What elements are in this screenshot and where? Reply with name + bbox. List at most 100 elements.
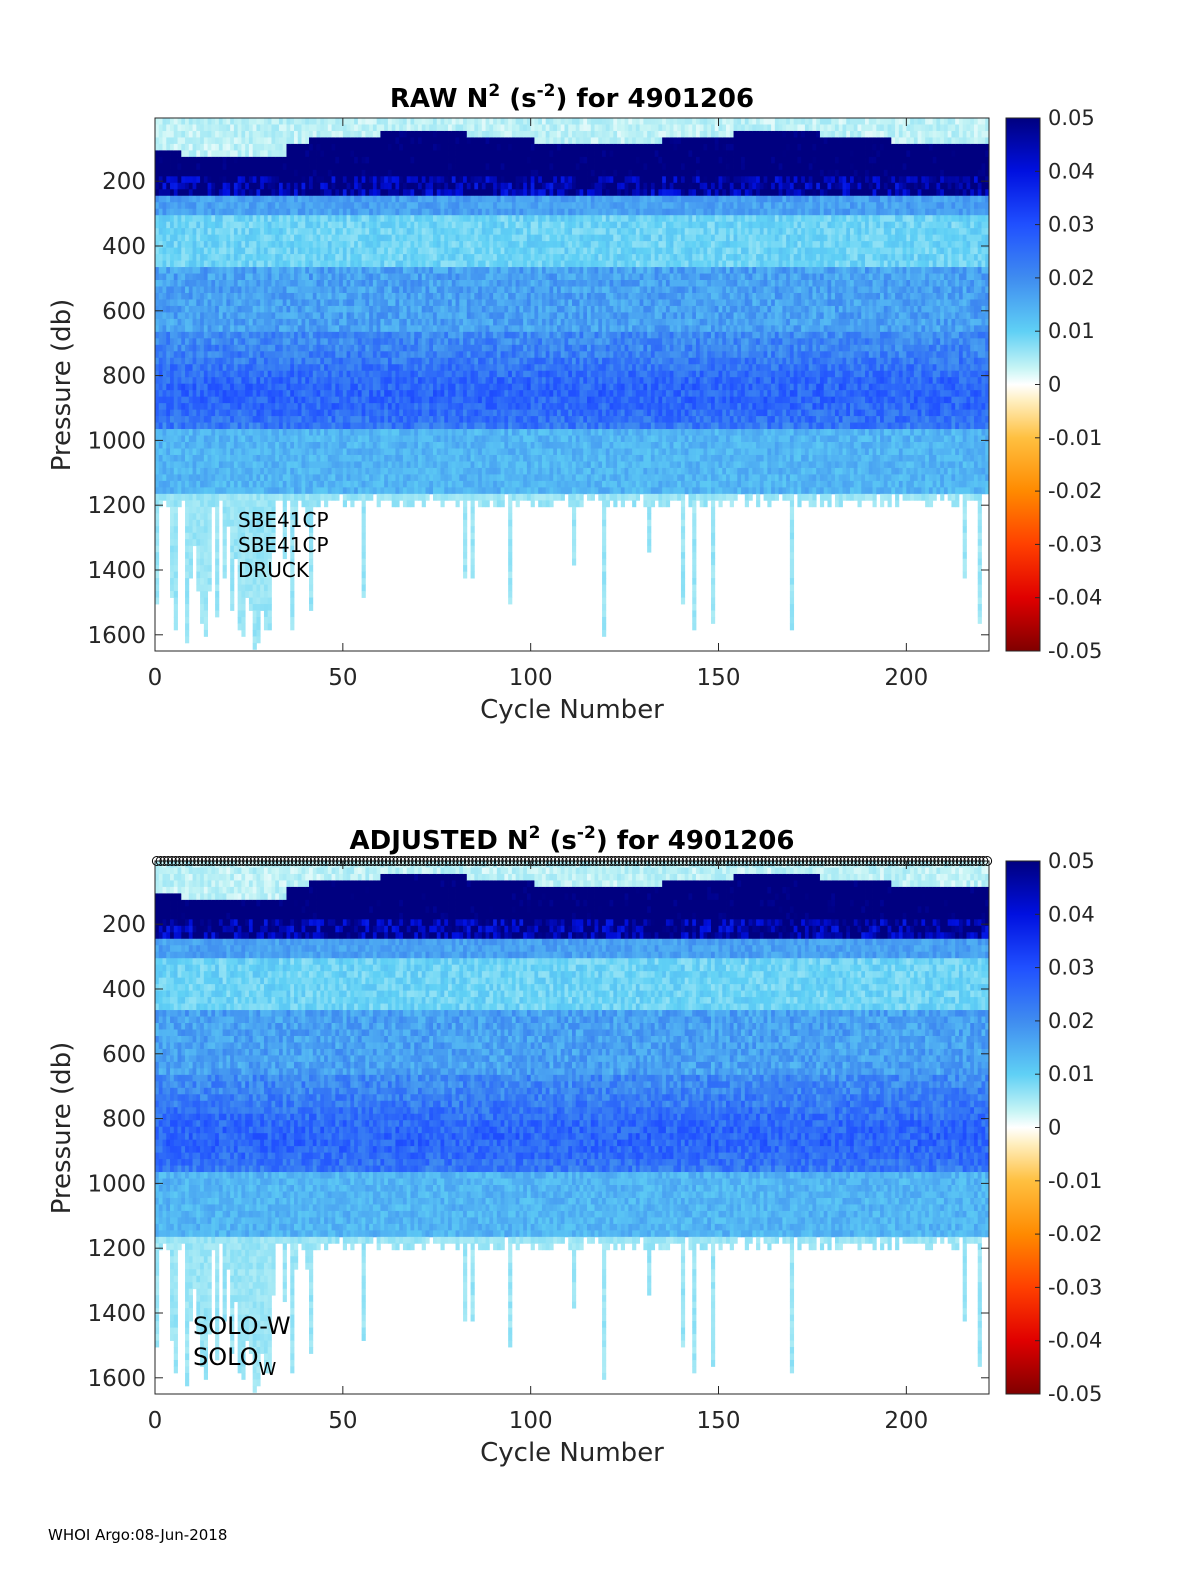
- heatmap-cell: [215, 578, 220, 585]
- heatmap-cell: [218, 163, 224, 171]
- heatmap-cell: [357, 461, 363, 469]
- heatmap-cell: [196, 357, 201, 365]
- heatmap-cell: [425, 273, 430, 281]
- heatmap-cell: [188, 500, 193, 508]
- heatmap-cell: [222, 267, 227, 274]
- heatmap-cell: [350, 403, 355, 411]
- heatmap-cell: [215, 280, 220, 287]
- heatmap-cell: [203, 267, 208, 274]
- heatmap-cell: [203, 247, 208, 255]
- heatmap-cell: [248, 454, 254, 462]
- heatmap-cell: [222, 195, 227, 203]
- heatmap-cell: [320, 215, 325, 223]
- heatmap-cell: [192, 493, 197, 501]
- heatmap-cell: [260, 254, 265, 261]
- heatmap-cell: [196, 565, 201, 573]
- heatmap-cell: [346, 429, 351, 436]
- heatmap-cell: [365, 163, 370, 171]
- heatmap-cell: [162, 228, 167, 236]
- heatmap-cell: [271, 474, 276, 482]
- heatmap-cell: [335, 344, 340, 352]
- heatmap-cell: [181, 351, 186, 359]
- heatmap-cell: [286, 396, 291, 404]
- heatmap-cell: [267, 221, 272, 229]
- heatmap-cell: [309, 247, 314, 255]
- heatmap-cell: [256, 228, 261, 236]
- heatmap-cell: [290, 267, 295, 274]
- heatmap-cell: [181, 176, 186, 184]
- heatmap-cell: [286, 318, 291, 326]
- heatmap-cell: [372, 286, 378, 294]
- heatmap-cell: [162, 169, 167, 177]
- heatmap-cell: [263, 267, 269, 274]
- heatmap-cell: [278, 137, 284, 145]
- heatmap-cell: [241, 338, 246, 346]
- heatmap-cell: [222, 467, 227, 475]
- heatmap-cell: [429, 312, 434, 320]
- heatmap-cell: [324, 383, 329, 391]
- heatmap-cell: [327, 422, 332, 430]
- heatmap-cell: [402, 377, 408, 385]
- heatmap-cell: [188, 513, 193, 521]
- heatmap-cell: [327, 435, 332, 443]
- heatmap-cell: [331, 228, 336, 236]
- heatmap-cell: [384, 396, 389, 404]
- heatmap-cell: [211, 454, 216, 462]
- heatmap-cell: [245, 241, 250, 248]
- heatmap-cell: [177, 286, 182, 294]
- heatmap-cell: [372, 273, 378, 281]
- heatmap-cell: [207, 234, 212, 242]
- heatmap-cell: [267, 416, 272, 423]
- heatmap-cell: [297, 254, 302, 261]
- heatmap-cell: [203, 545, 208, 553]
- heatmap-cell: [433, 195, 438, 203]
- heatmap-cell: [166, 228, 171, 236]
- heatmap-cell: [290, 377, 295, 385]
- heatmap-cell: [297, 461, 302, 469]
- heatmap-cell: [267, 565, 272, 573]
- heatmap-cell: [414, 228, 419, 236]
- heatmap-cell: [406, 292, 411, 300]
- heatmap-cell: [158, 124, 163, 132]
- heatmap-cell: [181, 299, 186, 307]
- heatmap-cell: [155, 584, 160, 592]
- heatmap-cell: [380, 169, 385, 177]
- heatmap-cell: [339, 422, 344, 430]
- heatmap-cell: [339, 448, 344, 456]
- heatmap-cell: [286, 312, 291, 320]
- heatmap-cell: [436, 228, 441, 236]
- heatmap-cell: [376, 422, 381, 430]
- heatmap-cell: [263, 552, 269, 560]
- heatmap-cell: [207, 130, 212, 138]
- heatmap-cell: [346, 163, 351, 171]
- heatmap-cell: [384, 364, 389, 372]
- heatmap-cell: [230, 409, 235, 417]
- heatmap-cell: [282, 318, 287, 326]
- heatmap-cell: [395, 416, 400, 423]
- heatmap-cell: [436, 118, 441, 125]
- heatmap-cell: [335, 247, 340, 255]
- heatmap-cell: [241, 241, 246, 248]
- heatmap-cell: [271, 383, 276, 391]
- heatmap-cell: [357, 137, 363, 145]
- heatmap-cell: [166, 357, 171, 365]
- heatmap-cell: [286, 228, 291, 236]
- heatmap-cell: [233, 519, 239, 527]
- heatmap-cell: [200, 156, 205, 164]
- heatmap-cell: [237, 610, 242, 618]
- heatmap-cell: [327, 273, 332, 281]
- heatmap-cell: [376, 461, 381, 469]
- heatmap-cell: [162, 461, 167, 469]
- heatmap-cell: [369, 344, 374, 352]
- heatmap-cell: [399, 124, 404, 132]
- heatmap-cell: [166, 467, 171, 475]
- heatmap-cell: [410, 150, 415, 158]
- heatmap-cell: [271, 143, 276, 151]
- heatmap-cell: [436, 454, 441, 462]
- heatmap-cell: [267, 254, 272, 261]
- heatmap-cell: [215, 409, 220, 417]
- heatmap-cell: [357, 409, 363, 417]
- heatmap-cell: [414, 383, 419, 391]
- heatmap-cell: [173, 409, 178, 417]
- heatmap-cell: [331, 403, 336, 411]
